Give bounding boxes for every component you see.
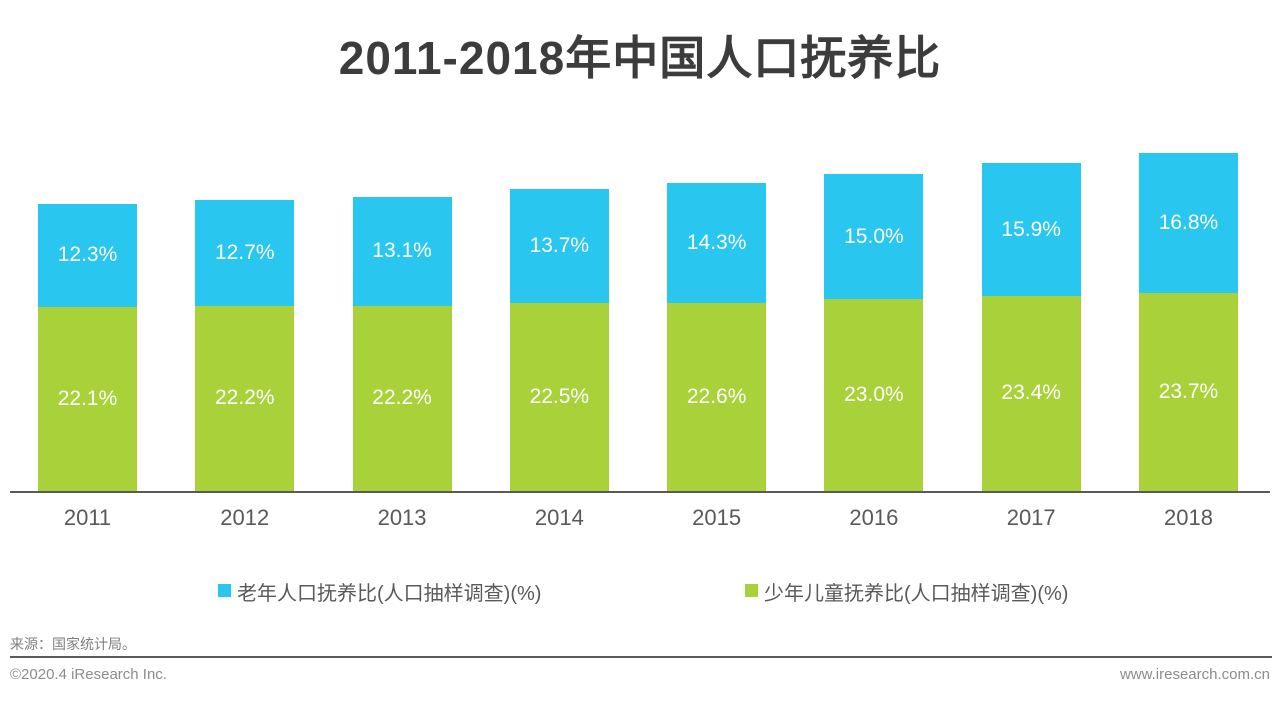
legend-label-elderly: 老年人口抚养比(人口抽样调查)(%): [237, 583, 542, 605]
value-label-children-2014: 22.5%: [529, 385, 590, 409]
x-axis-label-2017: 2017: [1006, 505, 1056, 530]
value-label-elderly-2017: 15.9%: [1001, 217, 1061, 241]
bar-segment-elderly-2013: 13.1%: [352, 196, 452, 306]
value-label-children-2015: 22.6%: [686, 384, 747, 408]
bar-segment-children-2014: 22.5%: [509, 303, 609, 491]
x-axis-label-2016: 2016: [849, 505, 899, 530]
bar-2013: 13.1% 22.2%: [352, 196, 452, 491]
bar-segment-elderly-2014: 13.7%: [509, 189, 609, 304]
bar-2018: 16.8% 23.7%: [1138, 153, 1238, 491]
bar-2017: 15.9% 23.4%: [981, 163, 1081, 491]
bar-segment-children-2013: 22.2%: [352, 305, 452, 491]
bar-2014: 13.7% 22.5%: [509, 189, 609, 491]
bar-2011: 12.3% 22.1%: [38, 204, 137, 491]
x-axis-label-2012: 2012: [220, 505, 270, 530]
legend-swatch-elderly-icon: [218, 584, 231, 597]
x-axis-label-2018: 2018: [1163, 505, 1213, 530]
bar-2015: 14.3% 22.6%: [667, 183, 767, 491]
bar-segment-children-2015: 22.6%: [667, 302, 767, 491]
bar-segment-children-2017: 23.4%: [981, 295, 1081, 491]
plot-area: 12.3% 22.1% 12.7% 22.2% 13.1% 22.2% 13.7% 22.5%…: [10, 100, 1270, 493]
bar-segment-children-2012: 22.2%: [195, 305, 295, 491]
value-label-children-2011: 22.1%: [57, 386, 118, 410]
x-axis-label-2015: 2015: [692, 505, 742, 530]
value-label-elderly-2011: 12.3%: [57, 243, 118, 267]
bar-segment-elderly-2017: 15.9%: [981, 163, 1081, 296]
legend: 老年人口抚养比(人口抽样调查)(%) 少年儿童抚养比(人口抽样调查)(%): [0, 582, 1280, 612]
bar-segment-children-2016: 23.0%: [824, 299, 924, 491]
bar-2012: 12.7% 22.2%: [195, 199, 295, 491]
website-text: www.iresearch.com.cn: [1119, 666, 1270, 683]
legend-swatch-children-icon: [745, 584, 758, 597]
footer: ©2020.4 iResearch Inc. www.iresearch.com…: [10, 666, 1270, 683]
value-label-children-2013: 22.2%: [372, 386, 432, 410]
bar-2016: 15.0% 23.0%: [824, 174, 924, 491]
value-label-elderly-2014: 13.7%: [529, 234, 590, 258]
footer-divider: [10, 656, 1272, 658]
bar-segment-elderly-2018: 16.8%: [1138, 153, 1238, 294]
value-label-elderly-2013: 13.1%: [372, 239, 432, 263]
value-label-elderly-2016: 15.0%: [844, 224, 904, 248]
source-note: 来源：国家统计局。: [10, 636, 136, 652]
x-axis-label-2014: 2014: [534, 505, 584, 530]
x-axis-labels: 2011 2012 2013 2014 2015 2016 2017 2018: [38, 505, 1238, 531]
bar-segment-elderly-2011: 12.3%: [38, 204, 137, 307]
bar-segment-children-2011: 22.1%: [38, 306, 137, 491]
value-label-children-2018: 23.7%: [1158, 380, 1219, 404]
value-label-elderly-2012: 12.7%: [215, 240, 275, 264]
bar-segment-elderly-2015: 14.3%: [667, 183, 767, 303]
legend-item-children: 少年儿童抚养比(人口抽样调查)(%): [745, 582, 1068, 606]
x-axis-label-2011: 2011: [63, 505, 112, 530]
value-label-children-2012: 22.2%: [215, 386, 275, 410]
legend-item-elderly: 老年人口抚养比(人口抽样调查)(%): [218, 582, 541, 606]
bars-container: 12.3% 22.1% 12.7% 22.2% 13.1% 22.2% 13.7% 22.5%…: [38, 100, 1238, 491]
bar-segment-elderly-2016: 15.0%: [824, 174, 924, 300]
value-label-children-2016: 23.0%: [844, 383, 904, 407]
x-axis-line: [10, 491, 1270, 493]
x-axis-label-2013: 2013: [377, 505, 427, 530]
value-label-elderly-2015: 14.3%: [686, 230, 747, 254]
value-label-children-2017: 23.4%: [1001, 381, 1061, 405]
legend-label-children: 少年儿童抚养比(人口抽样调查)(%): [764, 583, 1069, 605]
copyright-text: ©2020.4 iResearch Inc.: [10, 666, 167, 683]
bar-segment-elderly-2012: 12.7%: [195, 199, 295, 306]
bar-segment-children-2018: 23.7%: [1138, 293, 1238, 491]
chart-title: 2011-2018年中国人口抚养比: [338, 32, 942, 84]
value-label-elderly-2018: 16.8%: [1158, 211, 1219, 235]
